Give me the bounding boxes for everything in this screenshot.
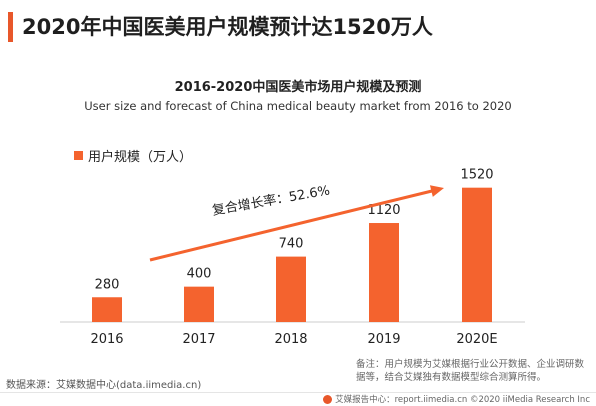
- x-tick-label-2020E: 2020E: [456, 332, 497, 347]
- bar-2019: [369, 223, 399, 322]
- data-label-2020E: 1520: [460, 168, 493, 183]
- data-label-2018: 740: [279, 237, 304, 252]
- data-label-2019: 1120: [367, 203, 400, 218]
- legend-label: 用户规模（万人）: [88, 150, 193, 165]
- data-label-2016: 280: [95, 277, 120, 292]
- data-source: 数据来源：艾媒数据中心(data.iimedia.cn): [6, 380, 202, 391]
- x-tick-label-2017: 2017: [182, 332, 215, 347]
- footer: 艾媒报告中心：report.iimedia.cn ©2020 iiMedia R…: [323, 393, 590, 405]
- iimedia-logo-icon: [323, 394, 333, 404]
- bar-2020E: [462, 187, 492, 322]
- chart-title: 2016-2020中国医美市场用户规模及预测: [174, 80, 422, 95]
- chart-legend: 用户规模（万人）: [74, 146, 192, 165]
- growth-arrow-line: [149, 188, 437, 262]
- chart-subtitle: User size and forecast of China medical …: [84, 99, 512, 113]
- legend-swatch: [74, 151, 83, 160]
- growth-arrow-head: [429, 185, 444, 197]
- footer-divider: [0, 392, 596, 393]
- page-headline: 2020年中国医美用户规模预计达1520万人: [22, 15, 433, 39]
- bar-2018: [276, 256, 306, 322]
- footnote: 备注：用户规模为艾媒根据行业公开数据、企业调研数据等，结合艾媒独有数据模型综合测…: [356, 359, 585, 383]
- headline-accent-bar: [8, 12, 13, 42]
- x-tick-label-2016: 2016: [90, 332, 123, 347]
- x-tick-label-2019: 2019: [367, 332, 400, 347]
- data-label-2017: 400: [187, 267, 212, 282]
- bar-2016: [92, 297, 122, 322]
- bars-group: [92, 187, 492, 322]
- labels-group: 280 2016 400 2017 740 2018 1120 2019 1520 2020E: [90, 168, 497, 347]
- x-tick-label-2018: 2018: [274, 332, 307, 347]
- footer-text: 艾媒报告中心：report.iimedia.cn ©2020 iiMedia R…: [335, 395, 590, 405]
- bar-2017: [184, 286, 214, 322]
- growth-arrow-group: [149, 185, 444, 262]
